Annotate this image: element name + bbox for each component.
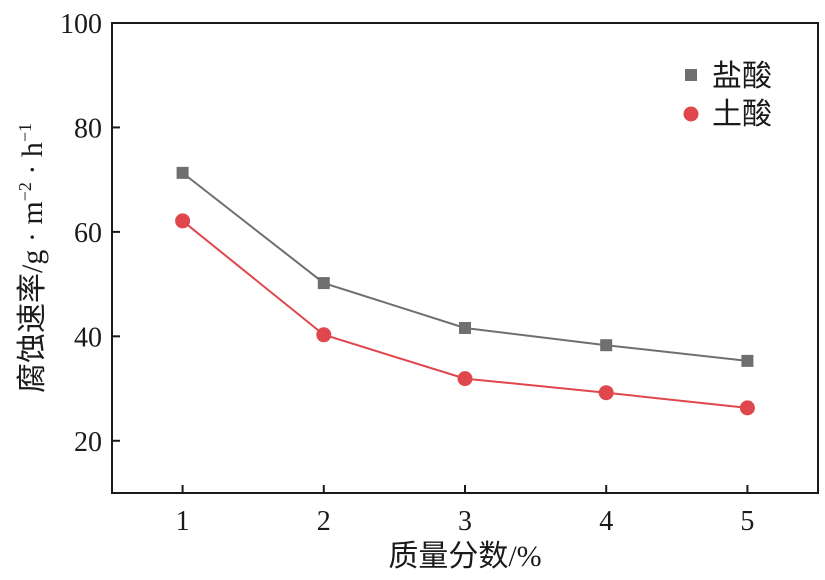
plot-area-frame [111, 22, 819, 494]
x-tick-label: 5 [740, 506, 754, 537]
y-axis-title-mid: · h [16, 142, 49, 182]
y-tick-label: 100 [60, 9, 102, 40]
y-tick-label: 60 [74, 218, 102, 249]
data-point [317, 277, 330, 290]
x-tick-label: 1 [176, 506, 190, 537]
x-tick-label: 2 [317, 506, 331, 537]
y-tick-label: 80 [74, 113, 102, 144]
data-point [316, 327, 332, 343]
legend-marker-hcl [685, 69, 697, 81]
y-axis-title-sup2: −1 [15, 123, 35, 142]
legend-label-mud-acid: 土酸 [712, 98, 772, 131]
y-axis-title-sup1: −2 [15, 182, 35, 201]
data-point [175, 213, 191, 229]
x-tick-label: 4 [599, 506, 613, 537]
data-point [176, 166, 189, 179]
legend-marker-mud-acid [683, 106, 699, 122]
data-point [600, 339, 613, 352]
data-point [739, 400, 755, 416]
data-point [457, 371, 473, 387]
y-axis-title: 腐蚀速率/g · m−2 · h−1 [15, 123, 49, 393]
y-tick-label: 40 [74, 322, 102, 353]
y-axis-title-group: 腐蚀速率/g · m−2 · h−1 [15, 123, 49, 393]
x-axis-title: 质量分数/% [388, 540, 541, 573]
legend: 盐酸 土酸 [683, 60, 772, 131]
y-axis: 20 40 60 80 100 [60, 9, 120, 458]
x-axis: 1 2 3 4 5 [176, 485, 754, 537]
series-layer [175, 166, 755, 416]
x-tick-label: 3 [458, 506, 472, 537]
data-point [741, 354, 754, 367]
data-point [459, 321, 471, 334]
legend-label-hcl: 盐酸 [712, 60, 772, 93]
y-tick-label: 20 [74, 427, 102, 458]
data-point [598, 385, 614, 401]
y-axis-title-main: 腐蚀速率/g · m [16, 201, 49, 393]
